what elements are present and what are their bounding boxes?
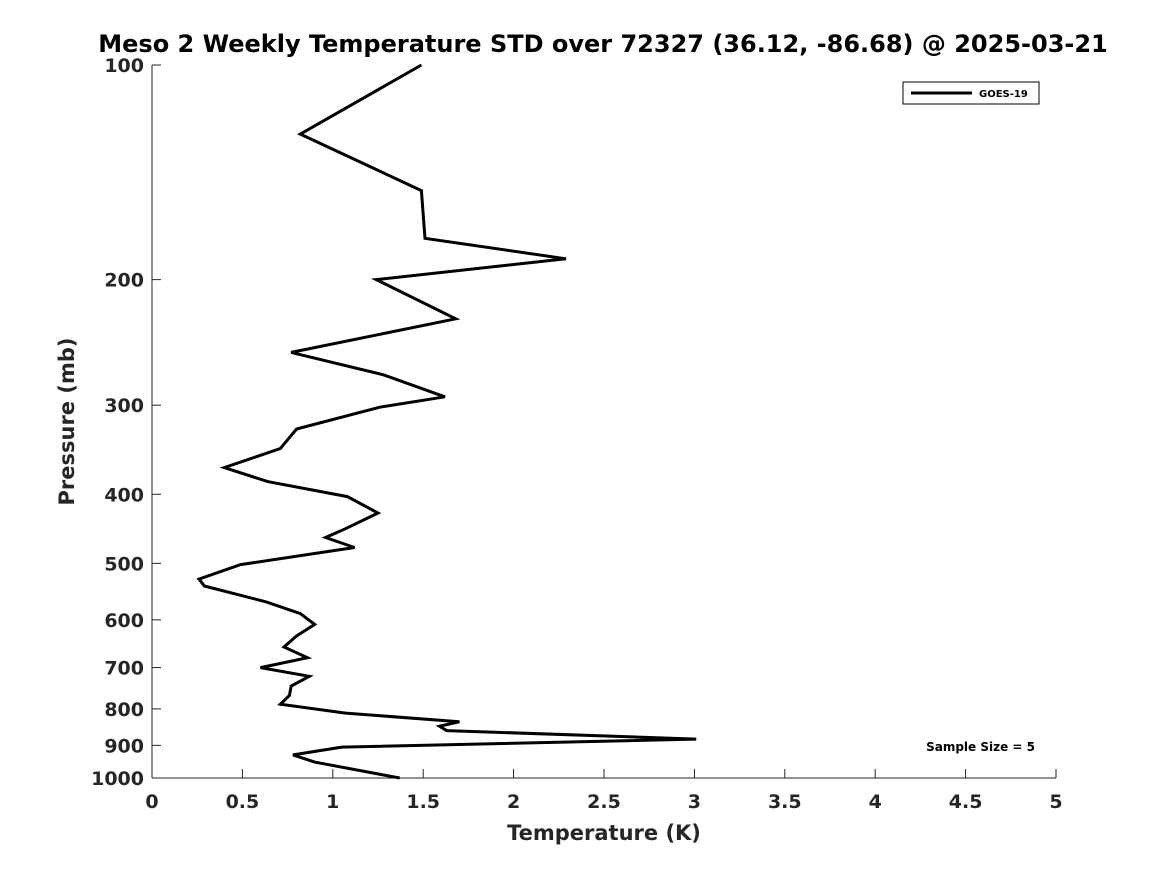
series-group — [196, 63, 697, 780]
y-tick-label: 800 — [104, 699, 144, 721]
y-tick-label: 100 — [104, 55, 144, 77]
y-tick-label: 600 — [104, 610, 144, 632]
x-tick-label: 4 — [869, 791, 882, 813]
y-tick-label: 200 — [104, 270, 144, 292]
x-tick-label: 2.5 — [587, 791, 621, 813]
y-tick-label: 900 — [104, 735, 144, 757]
x-tick-label: 3.5 — [768, 791, 802, 813]
y-tick-label: 1000 — [91, 768, 144, 790]
x-tick-label: 0.5 — [226, 791, 260, 813]
x-tick-label: 1.5 — [406, 791, 440, 813]
x-tick-label: 0 — [145, 791, 158, 813]
x-tick-label: 2 — [507, 791, 520, 813]
series-line-goes-19 — [196, 63, 697, 780]
x-ticks: 0 0.5 1 1.5 2 2.5 3 3.5 4 4.5 5 — [145, 769, 1063, 813]
x-tick-label: 1 — [326, 791, 339, 813]
x-tick-label: 5 — [1049, 791, 1062, 813]
y-tick-label: 400 — [104, 484, 144, 506]
y-axis-label: Pressure (mb) — [55, 338, 79, 506]
x-tick-label: 3 — [688, 791, 701, 813]
legend: GOES-19 — [902, 81, 1040, 105]
y-tick-label: 700 — [104, 658, 144, 680]
chart-title: Meso 2 Weekly Temperature STD over 72327… — [98, 30, 1108, 58]
x-axis-label: Temperature (K) — [507, 821, 701, 845]
y-tick-label: 500 — [104, 553, 144, 575]
x-tick-label: 4.5 — [949, 791, 983, 813]
sample-size-note: Sample Size = 5 — [926, 740, 1035, 754]
y-ticks: 100 200 300 400 500 600 700 800 900 1000 — [91, 55, 161, 790]
legend-label-goes-19: GOES-19 — [979, 89, 1028, 100]
y-tick-label: 300 — [104, 395, 144, 417]
